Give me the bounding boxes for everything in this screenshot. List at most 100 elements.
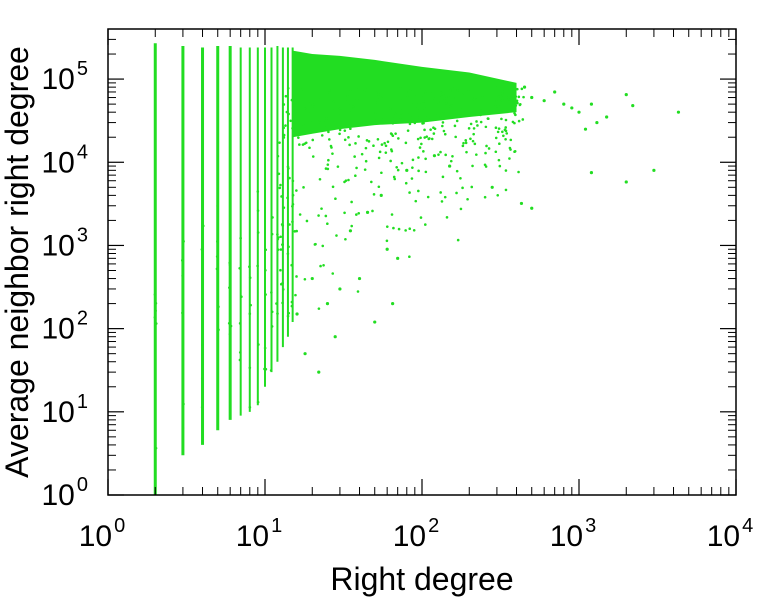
data-point xyxy=(542,99,546,103)
data-point xyxy=(405,90,408,94)
data-point xyxy=(497,158,501,162)
data-point xyxy=(449,159,453,163)
data-point xyxy=(513,150,516,153)
data-point xyxy=(347,102,350,106)
data-point xyxy=(201,224,205,228)
data-point xyxy=(449,88,452,92)
data-point xyxy=(405,112,409,115)
data-point xyxy=(439,100,442,104)
data-point xyxy=(454,135,457,139)
data-point xyxy=(286,165,290,169)
data-point xyxy=(350,224,354,228)
data-point xyxy=(498,164,502,168)
data-point xyxy=(389,132,393,135)
data-point xyxy=(416,116,419,119)
data-point xyxy=(380,143,384,146)
data-point xyxy=(379,193,383,197)
data-point xyxy=(282,136,286,139)
data-point xyxy=(363,89,367,92)
data-point xyxy=(439,191,442,194)
data-point xyxy=(435,103,439,106)
data-point xyxy=(454,96,457,100)
x-tick-label: 10 1 xyxy=(236,515,283,553)
data-point xyxy=(432,97,436,100)
data-point xyxy=(461,144,465,148)
data-point xyxy=(432,132,436,135)
data-point xyxy=(318,118,322,122)
data-point xyxy=(384,151,388,154)
data-point xyxy=(492,100,496,104)
data-point xyxy=(467,88,470,92)
data-point xyxy=(502,87,506,91)
data-point xyxy=(517,119,521,123)
data-point xyxy=(420,142,423,146)
data-point xyxy=(271,216,274,219)
data-point xyxy=(455,169,459,173)
data-point xyxy=(370,180,373,184)
data-point xyxy=(290,304,294,308)
data-point xyxy=(462,141,465,145)
data-point xyxy=(200,248,204,251)
data-point xyxy=(303,352,307,356)
y-tick-label: 10 2 xyxy=(42,308,89,346)
data-point xyxy=(401,98,405,101)
data-point xyxy=(419,136,422,140)
data-point xyxy=(257,343,260,346)
data-point xyxy=(238,267,241,270)
data-point xyxy=(476,124,479,127)
data-point xyxy=(494,105,498,108)
data-point xyxy=(497,105,500,108)
data-point xyxy=(410,177,414,180)
data-point xyxy=(284,94,288,98)
data-point xyxy=(517,170,520,174)
data-point xyxy=(507,99,511,103)
data-point xyxy=(286,252,290,256)
data-point xyxy=(339,107,342,110)
data-point xyxy=(522,95,525,99)
data-point xyxy=(317,307,321,310)
data-point xyxy=(335,234,338,237)
data-point xyxy=(313,243,317,246)
data-point xyxy=(276,154,280,158)
data-point xyxy=(483,195,487,199)
data-point xyxy=(372,144,375,148)
data-point xyxy=(386,140,390,144)
y-axis-label: Average neighbor right degree xyxy=(0,46,35,478)
data-point xyxy=(318,121,322,124)
data-point xyxy=(562,102,566,106)
data-point xyxy=(460,92,463,96)
data-point xyxy=(434,113,437,117)
data-point xyxy=(495,107,499,111)
data-point xyxy=(331,272,335,275)
data-point xyxy=(394,132,397,135)
data-point xyxy=(228,263,232,267)
dense-point-cloud xyxy=(292,50,517,138)
data-point xyxy=(417,156,420,159)
data-point xyxy=(351,105,355,108)
y-tick-label: 10 4 xyxy=(42,141,89,179)
data-point xyxy=(348,90,352,93)
data-point xyxy=(357,135,360,138)
data-point xyxy=(443,195,447,199)
data-point xyxy=(385,239,389,243)
data-point xyxy=(427,137,431,141)
data-point xyxy=(392,175,396,179)
data-point xyxy=(369,117,373,121)
data-point xyxy=(516,87,519,91)
data-point xyxy=(504,118,508,122)
data-point xyxy=(374,111,378,115)
data-point xyxy=(312,105,316,108)
data-point xyxy=(317,370,321,374)
data-point xyxy=(404,141,408,145)
data-point xyxy=(281,224,285,227)
data-point xyxy=(497,127,501,130)
data-point xyxy=(457,113,461,117)
data-point xyxy=(423,136,426,139)
data-point xyxy=(348,109,351,113)
data-point xyxy=(281,301,284,305)
data-point xyxy=(322,263,325,267)
data-point xyxy=(298,213,302,216)
data-point xyxy=(256,231,260,234)
